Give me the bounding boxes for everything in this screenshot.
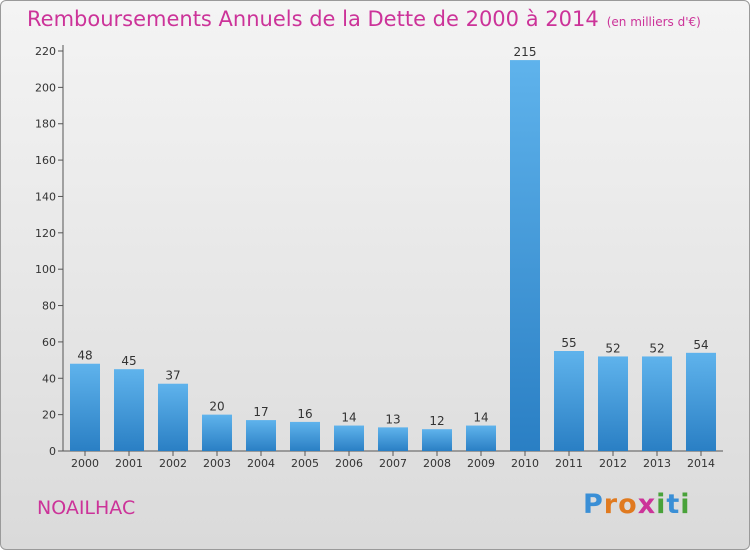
value-label-2005: 16 — [297, 407, 312, 421]
x-axis: 2000 2001 2002 2003 2004 2005 2006 2007 2008 2009… — [63, 450, 723, 470]
x-tick-label-2008: 2008 — [423, 457, 451, 470]
y-tick-label: 60 — [42, 336, 56, 349]
bar-2012 — [598, 356, 628, 451]
value-label-2000: 48 — [77, 349, 92, 363]
value-label-2006: 14 — [341, 411, 356, 425]
y-tick-label: 200 — [35, 81, 56, 94]
x-tick-label-2010: 2010 — [511, 457, 539, 470]
bar-2004 — [246, 420, 276, 451]
x-tick-label-2003: 2003 — [203, 457, 231, 470]
y-tick-label: 140 — [35, 190, 56, 203]
value-label-2013: 52 — [649, 341, 664, 355]
value-label-2001: 45 — [121, 354, 136, 368]
y-tick-label: 40 — [42, 372, 56, 385]
value-label-2014: 54 — [693, 338, 708, 352]
y-tick-label: 220 — [35, 45, 56, 58]
logo-letter: i — [656, 489, 667, 520]
bar-2009 — [466, 425, 496, 451]
proxiti-logo: Proxiti — [583, 489, 691, 520]
x-tick-label-2007: 2007 — [379, 457, 407, 470]
x-tick-label-2012: 2012 — [599, 457, 627, 470]
logo-letter: i — [680, 489, 691, 520]
x-tick-label-2011: 2011 — [555, 457, 583, 470]
value-label-2004: 17 — [253, 405, 268, 419]
logo-letter: P — [583, 489, 604, 520]
bar-2006 — [334, 425, 364, 451]
chart-subtitle: (en milliers d'€) — [606, 15, 701, 29]
value-label-2011: 55 — [561, 336, 576, 350]
chart-title: Remboursements Annuels de la Dette de 20… — [27, 7, 701, 31]
logo-letter: o — [618, 489, 638, 520]
y-tick-label: 100 — [35, 263, 56, 276]
bar-2000 — [70, 363, 100, 451]
value-label-2008: 12 — [429, 414, 444, 428]
bars — [70, 60, 716, 451]
bar-2003 — [202, 414, 232, 451]
bar-2010 — [510, 60, 540, 451]
logo-letter: r — [603, 489, 619, 520]
x-tick-label-2013: 2013 — [643, 457, 671, 470]
value-labels: 48 45 37 20 17 16 14 13 12 14 215 55 52 52 54 — [77, 45, 708, 428]
value-label-2002: 37 — [165, 369, 180, 383]
y-tick-label: 80 — [42, 300, 56, 313]
value-label-2009: 14 — [473, 411, 488, 425]
x-tick-label-2002: 2002 — [159, 457, 187, 470]
bar-2011 — [554, 351, 584, 451]
value-label-2012: 52 — [605, 341, 620, 355]
y-tick-label: 160 — [35, 154, 56, 167]
y-axis: 0 20 40 60 80 100 120 140 160 180 200 220 — [35, 45, 64, 458]
x-tick-label-2014: 2014 — [687, 457, 715, 470]
bar-2002 — [158, 383, 188, 451]
value-label-2010: 215 — [514, 45, 537, 59]
bar-2001 — [114, 369, 144, 451]
bar-2007 — [378, 427, 408, 451]
y-tick-label: 0 — [49, 445, 56, 458]
x-tick-label-2009: 2009 — [467, 457, 495, 470]
logo-letter: t — [666, 489, 681, 520]
bar-2008 — [422, 429, 452, 451]
bar-2013 — [642, 356, 672, 451]
value-label-2003: 20 — [209, 400, 224, 414]
x-tick-label-2005: 2005 — [291, 457, 319, 470]
x-tick-label-2004: 2004 — [247, 457, 275, 470]
value-label-2007: 13 — [385, 412, 400, 426]
y-tick-label: 20 — [42, 409, 56, 422]
x-tick-label-2006: 2006 — [335, 457, 363, 470]
bar-2014 — [686, 352, 716, 451]
y-tick-label: 180 — [35, 118, 56, 131]
y-tick-label: 120 — [35, 227, 56, 240]
logo-letter: x — [637, 489, 657, 520]
x-tick-label-2001: 2001 — [115, 457, 143, 470]
x-tick-label-2000: 2000 — [71, 457, 99, 470]
commune-name: NOAILHAC — [37, 497, 136, 519]
chart-title-text: Remboursements Annuels de la Dette de 20… — [27, 7, 599, 31]
bar-2005 — [290, 421, 320, 451]
